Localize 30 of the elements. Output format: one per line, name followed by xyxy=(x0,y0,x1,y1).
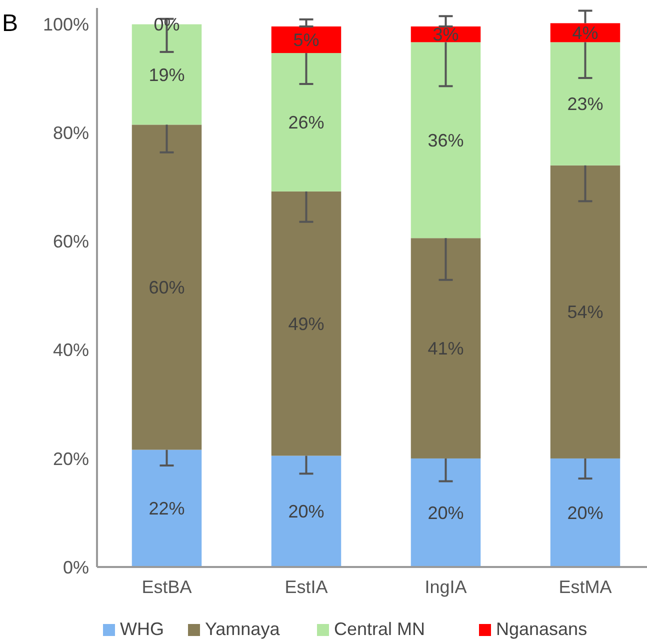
data-label: 49% xyxy=(288,314,324,334)
data-label: 20% xyxy=(567,503,604,524)
y-tick-label: 40% xyxy=(52,340,89,360)
legend-label: Central MN xyxy=(334,619,426,639)
data-label: 60% xyxy=(148,278,185,298)
y-tick-label: 80% xyxy=(52,123,89,144)
data-label: 20% xyxy=(428,503,464,524)
data-label: 3% xyxy=(432,24,459,45)
data-label: 26% xyxy=(288,112,324,133)
data-label: 54% xyxy=(567,302,604,322)
data-label: 22% xyxy=(148,498,185,519)
y-tick-label: 100% xyxy=(42,14,89,35)
x-tick-label: EstIA xyxy=(284,577,328,597)
legend-label: Nganasans xyxy=(496,619,588,639)
legend-label: Yamnaya xyxy=(205,619,281,639)
data-label: 23% xyxy=(567,94,604,114)
text: B xyxy=(2,10,18,37)
data-label: 36% xyxy=(428,130,464,150)
data-label: 4% xyxy=(572,22,598,43)
data-label: 41% xyxy=(428,338,464,359)
y-tick-label: 0% xyxy=(62,557,89,578)
y-tick-label: 20% xyxy=(52,448,89,469)
x-tick-label: IngIA xyxy=(424,577,467,597)
x-tick-label: EstMA xyxy=(558,577,612,597)
y-tick-label: 60% xyxy=(52,232,89,252)
x-tick-label: EstBA xyxy=(142,577,192,597)
data-label: 20% xyxy=(288,502,324,522)
legend-label: WHG xyxy=(120,619,164,639)
data-label: 5% xyxy=(293,30,320,50)
data-label: 19% xyxy=(148,64,185,85)
